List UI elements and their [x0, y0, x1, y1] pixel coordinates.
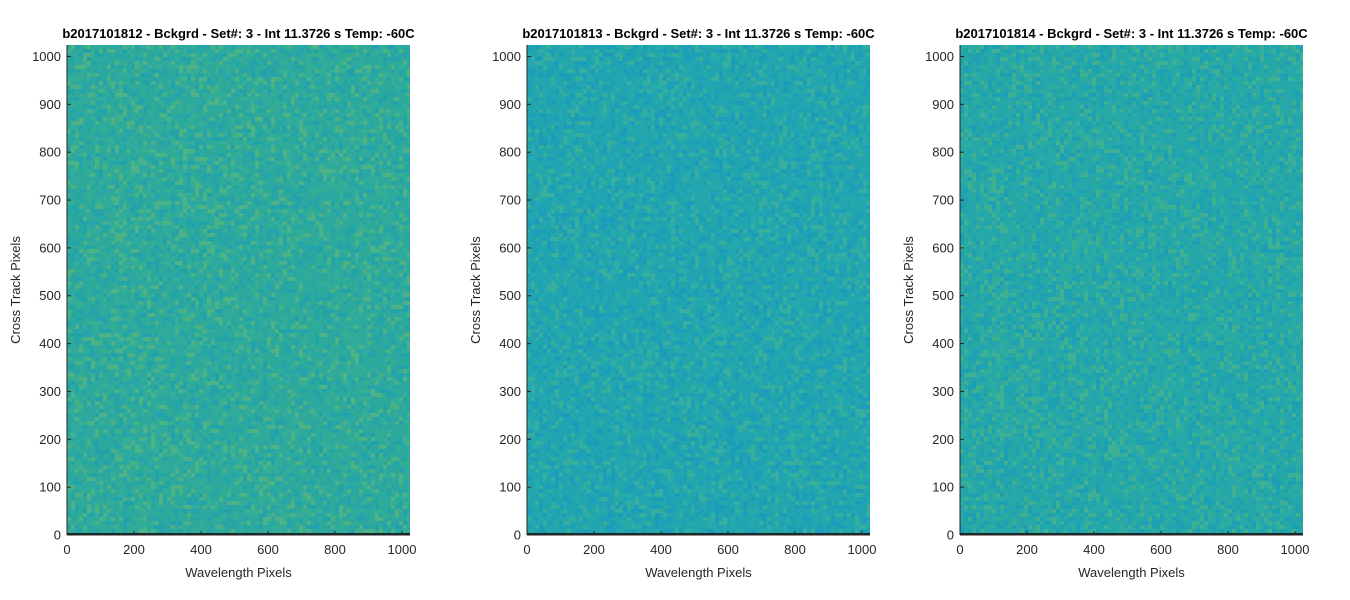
- y-tick-label: 100: [932, 480, 954, 495]
- x-tick-label: 600: [717, 542, 739, 557]
- x-tick-label: 200: [123, 542, 145, 557]
- x-tick-label: 200: [583, 542, 605, 557]
- y-tick-label: 1000: [492, 49, 521, 64]
- y-tick-label: 500: [932, 288, 954, 303]
- y-tick-label: 600: [499, 240, 521, 255]
- y-tick-label: 0: [54, 528, 61, 543]
- panel-2: b2017101813 - Bckgrd - Set#: 3 - Int 11.…: [468, 26, 876, 580]
- x-axis-label: Wavelength Pixels: [1078, 565, 1185, 580]
- y-tick-label: 700: [39, 193, 61, 208]
- x-tick-label: 800: [784, 542, 806, 557]
- heatmap-noise: [67, 45, 410, 535]
- x-tick-label: 400: [190, 542, 212, 557]
- x-tick-label: 600: [257, 542, 279, 557]
- y-tick-label: 1000: [32, 49, 61, 64]
- y-tick-label: 500: [499, 288, 521, 303]
- bottom-row-band: [527, 533, 870, 535]
- panel-title: b2017101814 - Bckgrd - Set#: 3 - Int 11.…: [955, 26, 1308, 41]
- y-axis-label: Cross Track Pixels: [468, 236, 483, 344]
- y-tick-label: 100: [499, 480, 521, 495]
- x-tick-label: 1000: [388, 542, 417, 557]
- y-tick-label: 900: [499, 97, 521, 112]
- bottom-row-band: [67, 533, 410, 535]
- y-tick-label: 0: [514, 528, 521, 543]
- y-tick-label: 900: [932, 97, 954, 112]
- x-tick-label: 1000: [848, 542, 877, 557]
- y-tick-label: 400: [499, 336, 521, 351]
- y-tick-label: 700: [499, 193, 521, 208]
- heatmap-noise: [960, 45, 1303, 535]
- y-tick-label: 0: [947, 528, 954, 543]
- panel-1: b2017101812 - Bckgrd - Set#: 3 - Int 11.…: [8, 26, 416, 580]
- y-tick-label: 600: [932, 240, 954, 255]
- x-tick-label: 800: [1217, 542, 1239, 557]
- y-tick-label: 300: [499, 384, 521, 399]
- y-tick-label: 700: [932, 193, 954, 208]
- y-tick-label: 1000: [925, 49, 954, 64]
- y-tick-label: 200: [932, 432, 954, 447]
- y-tick-label: 600: [39, 240, 61, 255]
- y-tick-label: 500: [39, 288, 61, 303]
- x-axis-label: Wavelength Pixels: [185, 565, 292, 580]
- x-tick-label: 600: [1150, 542, 1172, 557]
- x-tick-label: 200: [1016, 542, 1038, 557]
- x-axis-label: Wavelength Pixels: [645, 565, 752, 580]
- x-tick-label: 400: [650, 542, 672, 557]
- x-tick-label: 0: [63, 542, 70, 557]
- y-tick-label: 800: [39, 145, 61, 160]
- y-tick-label: 400: [932, 336, 954, 351]
- x-tick-label: 0: [956, 542, 963, 557]
- y-tick-label: 900: [39, 97, 61, 112]
- y-tick-label: 800: [932, 145, 954, 160]
- panel-title: b2017101813 - Bckgrd - Set#: 3 - Int 11.…: [522, 26, 875, 41]
- y-tick-label: 800: [499, 145, 521, 160]
- panel-3: b2017101814 - Bckgrd - Set#: 3 - Int 11.…: [901, 26, 1309, 580]
- y-axis-label: Cross Track Pixels: [8, 236, 23, 344]
- y-tick-label: 200: [39, 432, 61, 447]
- y-tick-label: 300: [932, 384, 954, 399]
- x-tick-label: 400: [1083, 542, 1105, 557]
- y-tick-label: 300: [39, 384, 61, 399]
- y-tick-label: 200: [499, 432, 521, 447]
- x-tick-label: 1000: [1281, 542, 1310, 557]
- heatmap-noise: [527, 45, 870, 535]
- y-axis-label: Cross Track Pixels: [901, 236, 916, 344]
- bottom-row-band: [960, 533, 1303, 535]
- y-tick-label: 100: [39, 480, 61, 495]
- x-tick-label: 0: [523, 542, 530, 557]
- panel-title: b2017101812 - Bckgrd - Set#: 3 - Int 11.…: [62, 26, 415, 41]
- y-tick-label: 400: [39, 336, 61, 351]
- x-tick-label: 800: [324, 542, 346, 557]
